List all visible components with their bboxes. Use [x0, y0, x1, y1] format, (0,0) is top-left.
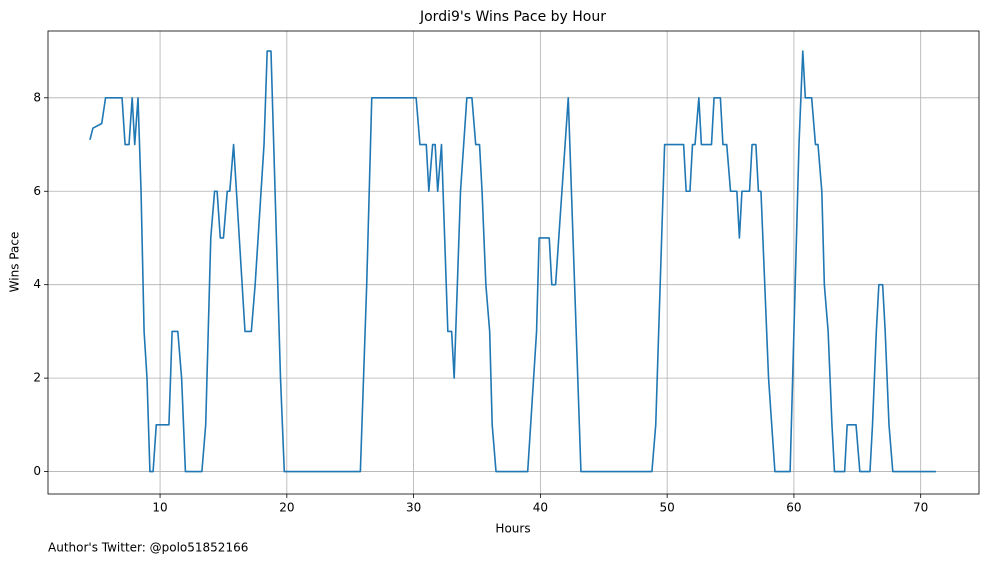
chart-title: Jordi9's Wins Pace by Hour: [419, 9, 606, 25]
x-tick-label: 50: [660, 501, 675, 515]
x-tick-label: 10: [152, 501, 167, 515]
x-tick-label: 60: [786, 501, 801, 515]
x-axis-label: Hours: [495, 522, 530, 536]
y-tick-label: 6: [33, 184, 41, 198]
y-tick-label: 4: [33, 277, 41, 291]
y-tick-label: 8: [33, 90, 41, 104]
x-tick-label: 70: [913, 501, 928, 515]
y-tick-label: 2: [33, 371, 41, 385]
y-tick-label: 0: [33, 464, 41, 478]
y-axis-label: Wins Pace: [8, 232, 22, 293]
x-tick-label: 30: [406, 501, 421, 515]
footnote: Author's Twitter: @polo51852166: [48, 541, 248, 555]
x-tick-label: 40: [533, 501, 548, 515]
plot-frame: [47, 30, 980, 495]
data-line: [89, 50, 936, 473]
x-tick-label: 20: [279, 501, 294, 515]
